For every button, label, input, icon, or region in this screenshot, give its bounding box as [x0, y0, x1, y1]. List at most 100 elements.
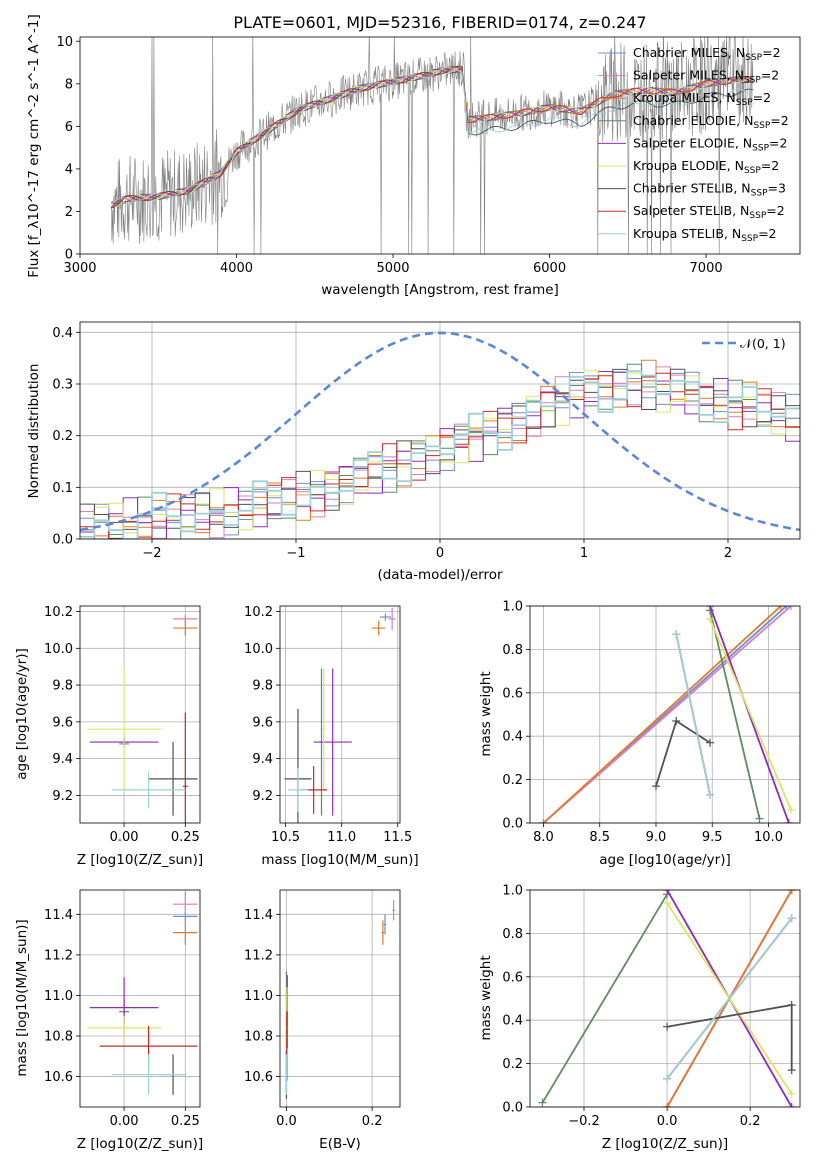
plot-area — [538, 890, 796, 1107]
legend-label: Chabrier ELODIE, NSSP=2 — [633, 113, 789, 131]
mass-vs-ebv-panel: 0.0 0.2 10.6 10.8 11.0 11.2 11.4 E(B-V) — [244, 889, 401, 1152]
x-tick-label: 0.0 — [657, 1114, 678, 1129]
y-tick-label: 0.0 — [502, 817, 523, 832]
y-tick-label: 0.2 — [502, 1057, 523, 1072]
axes-frame — [529, 889, 801, 1108]
y-tick-label: 9.4 — [252, 752, 273, 767]
x-tick-label: 8.5 — [589, 830, 610, 845]
y-tick-label: 4 — [65, 162, 73, 177]
series-marker — [784, 819, 793, 823]
y-tick-label: 11.4 — [44, 908, 73, 923]
legend-count: =2 — [758, 226, 776, 241]
x-tick-label: 10.5 — [271, 830, 300, 845]
plot-area — [284, 607, 396, 823]
age-vs-mass-panel: 10.5 11.0 11.5 9.2 9.4 9.6 9.8 10.0 10.2 mass [lo… — [244, 605, 419, 868]
y-tick-label: 0.6 — [502, 686, 523, 701]
model-spectrum-kroupa-stelib — [110, 66, 754, 205]
plot-area — [539, 606, 795, 823]
y-tick-label: 10.2 — [44, 605, 73, 620]
series-line — [675, 634, 711, 795]
y-tick-label: 9.6 — [52, 715, 73, 730]
series-marker — [539, 819, 548, 823]
y-tick-label: 11.0 — [44, 989, 73, 1004]
x-tick-label: 9.5 — [702, 830, 723, 845]
series-line — [666, 917, 793, 1080]
x-axis-label: Z [log10(Z/Z_sun)] — [602, 1136, 728, 1152]
y-tick-label: 11.4 — [244, 908, 273, 923]
series-marker — [663, 899, 672, 908]
plot-area — [87, 615, 198, 823]
y-tick-label: 10.6 — [44, 1070, 73, 1085]
y-tick-label: 9.4 — [52, 752, 73, 767]
x-tick-label: 0.00 — [110, 1114, 139, 1129]
x-tick-label: 10.0 — [754, 830, 783, 845]
series-marker — [776, 606, 785, 610]
legend-count: =2 — [770, 113, 788, 128]
age-vs-metallicity-panel: 0.00 0.25 9.2 9.4 9.6 9.8 10.0 10.2 Z [log10(Z/Z… — [14, 605, 203, 868]
y-tick-label: 10.8 — [44, 1030, 73, 1045]
axes-frame — [79, 321, 801, 540]
legend-label: Chabrier MILES, NSSP=2 — [633, 45, 781, 63]
x-tick-label: 0.2 — [740, 1114, 761, 1129]
mass-vs-metallicity-panel: 0.00 0.25 10.6 10.8 11.0 11.2 11.4 Z [log10(Z/Z… — [14, 889, 203, 1152]
x-tick-label: 3000 — [63, 261, 96, 276]
x-axis-label: age [log10(age/yr)] — [599, 852, 731, 868]
y-tick-label: 9.2 — [52, 789, 73, 804]
series-marker — [706, 615, 714, 624]
x-tick-label: 0 — [436, 546, 444, 561]
y-tick-label: 0.8 — [502, 643, 523, 658]
series-marker — [663, 1074, 672, 1083]
x-tick-label: 11.5 — [383, 830, 412, 845]
legend-count: =2 — [766, 203, 784, 218]
series-marker — [652, 782, 660, 791]
y-tick-label: 0.4 — [502, 1014, 523, 1029]
legend-label: Salpeter ELODIE, NSSP=2 — [633, 135, 787, 153]
series-line — [541, 893, 668, 1104]
y-axis-label: mass weight — [478, 955, 494, 1040]
mass-weight-vs-age-panel: 8.0 8.5 9.0 9.5 10.0 0.0 0.2 0.4 0.6 0.8 1.0 age [l… — [478, 600, 801, 868]
legend-sub: SSP — [745, 53, 762, 63]
mass-weight-vs-metallicity-panel: −0.2 0.0 0.2 0.0 0.2 0.4 0.6 0.8 1.0 Z [log10(Z/Z… — [478, 884, 801, 1152]
series-marker — [787, 606, 795, 610]
series-line — [542, 606, 782, 823]
series-marker — [787, 1103, 796, 1107]
x-axis-label: Z [log10(Z/Z_sun)] — [77, 852, 203, 868]
series-marker — [755, 814, 764, 823]
y-tick-label: 11.2 — [44, 948, 73, 963]
legend-sub: SSP — [751, 189, 768, 199]
y-tick-label: 6 — [65, 120, 73, 135]
x-tick-label: 0.00 — [110, 830, 139, 845]
x-tick-label: 11.0 — [327, 830, 356, 845]
histogram-kroupa-stelib — [80, 370, 800, 539]
y-tick-label: 10.2 — [244, 605, 273, 620]
y-tick-label: 9.6 — [252, 715, 273, 730]
x-axis-label: wavelength [Angstrom, rest frame] — [321, 282, 559, 298]
series-marker — [663, 890, 672, 894]
x-axis-label: mass [log10(M/M_sun)] — [261, 852, 418, 868]
y-tick-label: 10.0 — [244, 642, 273, 657]
x-tick-label: −0.2 — [568, 1114, 600, 1129]
y-tick-label: 0 — [65, 248, 73, 263]
legend-sub: SSP — [749, 211, 766, 221]
y-tick-label: 0.1 — [52, 481, 73, 496]
y-tick-label: 11.0 — [244, 989, 273, 1004]
series-marker — [706, 790, 714, 799]
series-marker — [787, 1089, 796, 1098]
series-marker — [663, 1103, 672, 1107]
legend-sub: SSP — [752, 143, 769, 153]
legend-label: Salpeter STELIB, NSSP=2 — [633, 203, 785, 221]
axes-frame — [79, 605, 201, 824]
y-axis-label: Flux [f_λ10^-17 erg cm^-2 s^-1 A^-1] — [26, 14, 42, 277]
y-tick-label: 10 — [56, 35, 73, 50]
series-line — [542, 606, 792, 823]
legend-count: =3 — [768, 181, 786, 196]
y-tick-label: 0.4 — [52, 326, 73, 341]
x-axis-label: Z [log10(Z/Z_sun)] — [77, 1136, 203, 1152]
model-spectrum-salpeter-elodie — [111, 67, 754, 205]
legend-sub: SSP — [736, 98, 753, 108]
spectrum-panel: 3000 4000 5000 6000 7000 0 2 4 6 8 10 wavelength [A… — [26, 14, 801, 298]
series-marker — [672, 630, 681, 639]
y-tick-label: 0.2 — [52, 429, 73, 444]
figure-title: PLATE=0601, MJD=52316, FIBERID=0174, z=0… — [233, 13, 646, 32]
